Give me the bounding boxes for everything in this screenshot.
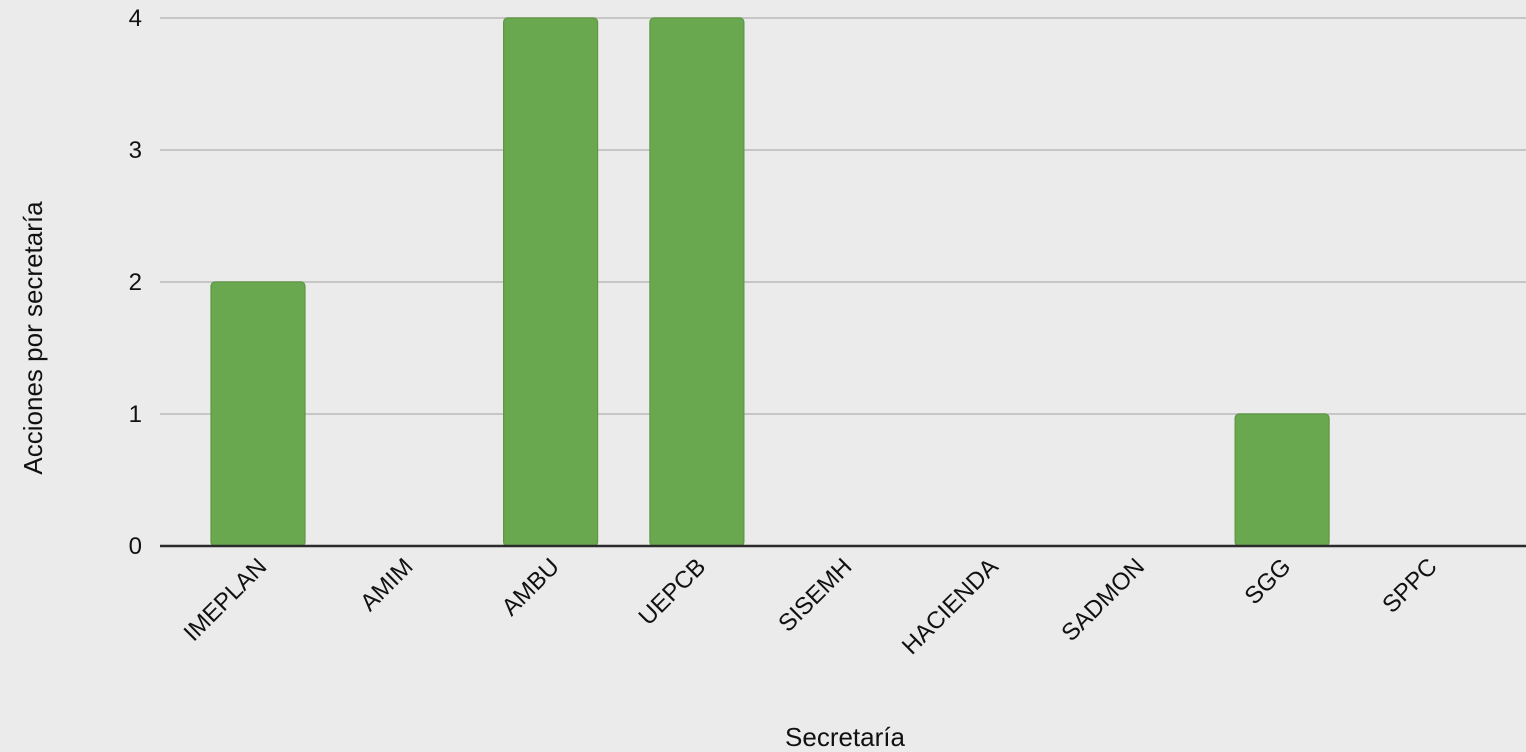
y-tick-label: 2 xyxy=(129,269,142,296)
bar-ambu xyxy=(503,17,599,547)
gridlines xyxy=(160,17,1526,415)
bar-uepcb xyxy=(649,17,745,547)
labels: 0 1 2 3 4 IMEPLAN AMIM AMBU UEPCB SISEMH HACIENDA S… xyxy=(129,5,1443,660)
y-tick-label: 0 xyxy=(129,533,142,560)
x-tick-label: SGG xyxy=(1240,553,1297,610)
x-tick-label: AMBU xyxy=(497,553,565,621)
y-axis-title: Acciones por secretaría xyxy=(18,201,48,475)
x-tick-label: HACIENDA xyxy=(897,553,1004,660)
x-tick-label: SPPC xyxy=(1377,553,1442,618)
x-tick-label: SISEMH xyxy=(773,553,857,637)
x-tick-label: AMIM xyxy=(355,553,418,616)
bar-sgg xyxy=(1234,413,1330,547)
bars xyxy=(210,17,1330,547)
bar-imeplan xyxy=(210,281,306,547)
x-tick-label: IMEPLAN xyxy=(179,553,273,647)
y-tick-label: 1 xyxy=(129,401,142,428)
y-tick-label: 3 xyxy=(129,137,142,164)
y-tick-label: 4 xyxy=(129,5,142,32)
x-tick-label: UEPCB xyxy=(634,553,712,631)
x-tick-label: SADMON xyxy=(1056,553,1150,647)
x-axis-title: Secretaría xyxy=(785,722,905,752)
